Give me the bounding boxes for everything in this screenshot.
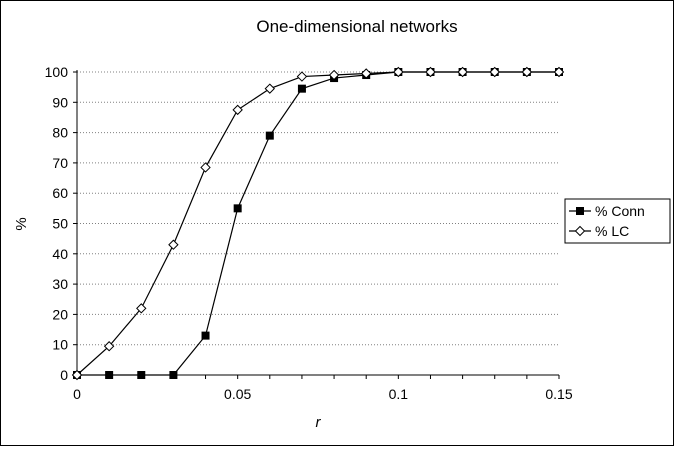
- y-tick-label: 30: [52, 276, 68, 292]
- data-point-lc: [360, 68, 372, 79]
- legend-box: [564, 198, 671, 244]
- x-tick-label: 0.1: [389, 386, 409, 402]
- legend-marker-lc: [574, 225, 586, 237]
- data-point-conn: [137, 371, 146, 379]
- legend-label-lc: % LC: [595, 223, 629, 239]
- legend-label-conn: % Conn: [595, 203, 645, 219]
- chart-title: One-dimensional networks: [256, 17, 457, 36]
- data-point-lc: [136, 303, 147, 314]
- data-point-lc: [457, 66, 468, 78]
- y-axis-label: %: [13, 217, 30, 230]
- data-point-conn: [233, 204, 242, 213]
- x-tick-label: 0: [73, 386, 81, 402]
- y-tick-label: 90: [52, 94, 68, 110]
- legend: % Conn % LC: [564, 198, 671, 244]
- series-layer: [71, 66, 565, 381]
- data-point-lc: [489, 66, 500, 78]
- data-point-lc: [553, 66, 565, 78]
- y-tick-label: 10: [52, 337, 68, 353]
- y-tick-label: 40: [52, 246, 68, 262]
- axis-layer: 0 10 20 30 40 50 60 70 80 90 100 0 0.05 0.1 0.15: [45, 64, 573, 402]
- data-point-lc: [521, 66, 533, 78]
- y-tick-label: 70: [52, 155, 68, 171]
- series-line-lc: [76, 71, 559, 376]
- x-tick-label: 0.05: [224, 386, 251, 402]
- data-point-lc: [393, 66, 404, 78]
- data-point-lc: [232, 104, 243, 116]
- data-point-conn: [201, 331, 210, 340]
- data-point-lc: [71, 369, 83, 381]
- legend-marker-conn: [576, 207, 584, 215]
- data-point-lc: [200, 162, 211, 173]
- y-tick-label: 20: [52, 306, 68, 322]
- y-tick-label: 80: [52, 125, 68, 141]
- data-point-conn: [169, 371, 178, 379]
- y-tick-label: 0: [60, 367, 68, 383]
- y-tick-label: 50: [52, 216, 68, 232]
- y-tick-label: 100: [45, 64, 69, 80]
- data-point-conn: [105, 371, 114, 379]
- data-point-conn: [265, 131, 274, 140]
- data-point-lc: [296, 71, 308, 82]
- x-tick-label: 0.15: [545, 386, 572, 402]
- data-point-lc: [425, 66, 436, 78]
- data-point-lc: [328, 69, 340, 81]
- data-point-lc: [168, 239, 179, 250]
- data-point-lc: [103, 341, 115, 352]
- series-lc: [71, 66, 565, 381]
- data-point-lc: [264, 83, 276, 94]
- grid-layer: [77, 71, 559, 346]
- y-tick-label: 60: [52, 185, 68, 201]
- data-point-conn: [297, 84, 306, 93]
- x-axis-label: r: [316, 414, 322, 431]
